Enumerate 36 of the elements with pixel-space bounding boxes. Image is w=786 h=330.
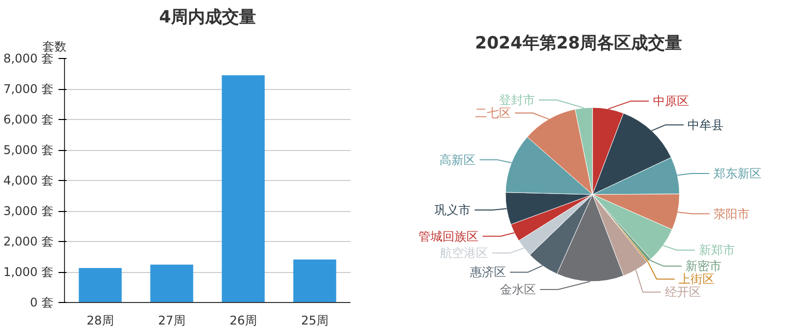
y-tick-label: 5,000 套 bbox=[3, 143, 54, 157]
bar bbox=[293, 259, 336, 302]
x-tick-label: 28周 bbox=[86, 314, 114, 328]
slice-label: 中牟县 bbox=[688, 118, 724, 132]
slice-label: 荥阳市 bbox=[714, 206, 750, 221]
y-tick-label: 2,000 套 bbox=[3, 234, 54, 248]
y-tick-label: 6,000 套 bbox=[3, 112, 54, 126]
slice-label: 巩义市 bbox=[434, 202, 471, 217]
y-tick-label: 0 套 bbox=[30, 296, 54, 310]
y-tick-label: 7,000 套 bbox=[3, 82, 54, 96]
y-axis-title: 套数 bbox=[42, 40, 66, 54]
y-tick-label: 4,000 套 bbox=[3, 174, 54, 188]
slice-label: 郑东新区 bbox=[713, 166, 762, 180]
chart-title: 2024年第28周各区成交量 bbox=[475, 34, 682, 54]
slice-label: 惠济区 bbox=[469, 265, 506, 280]
slice-label: 二七区 bbox=[474, 106, 511, 120]
slice-label: 上街区 bbox=[678, 272, 715, 286]
bar bbox=[222, 75, 265, 302]
slice-label: 中原区 bbox=[652, 94, 689, 108]
y-tick-label: 8,000 套 bbox=[3, 52, 54, 66]
slice-label: 金水区 bbox=[500, 282, 536, 296]
x-tick-label: 27周 bbox=[158, 314, 186, 328]
bar bbox=[78, 268, 122, 302]
bar bbox=[150, 264, 194, 302]
slice-label: 新郑市 bbox=[698, 243, 735, 258]
x-tick-label: 25周 bbox=[301, 314, 328, 328]
chart-title: 4周内成交量 bbox=[159, 8, 256, 28]
y-tick-label: 1,000 套 bbox=[3, 265, 54, 279]
slice-label: 管城回族区 bbox=[418, 229, 479, 244]
slice-label: 高新区 bbox=[440, 152, 476, 167]
y-tick-label: 3,000 套 bbox=[3, 204, 54, 218]
slice-label: 新密市 bbox=[686, 259, 722, 274]
x-tick-label: 26周 bbox=[230, 314, 257, 328]
slice-label: 登封市 bbox=[498, 92, 535, 107]
slice-label: 航空港区 bbox=[440, 246, 488, 260]
slice-label: 经开区 bbox=[664, 285, 701, 300]
